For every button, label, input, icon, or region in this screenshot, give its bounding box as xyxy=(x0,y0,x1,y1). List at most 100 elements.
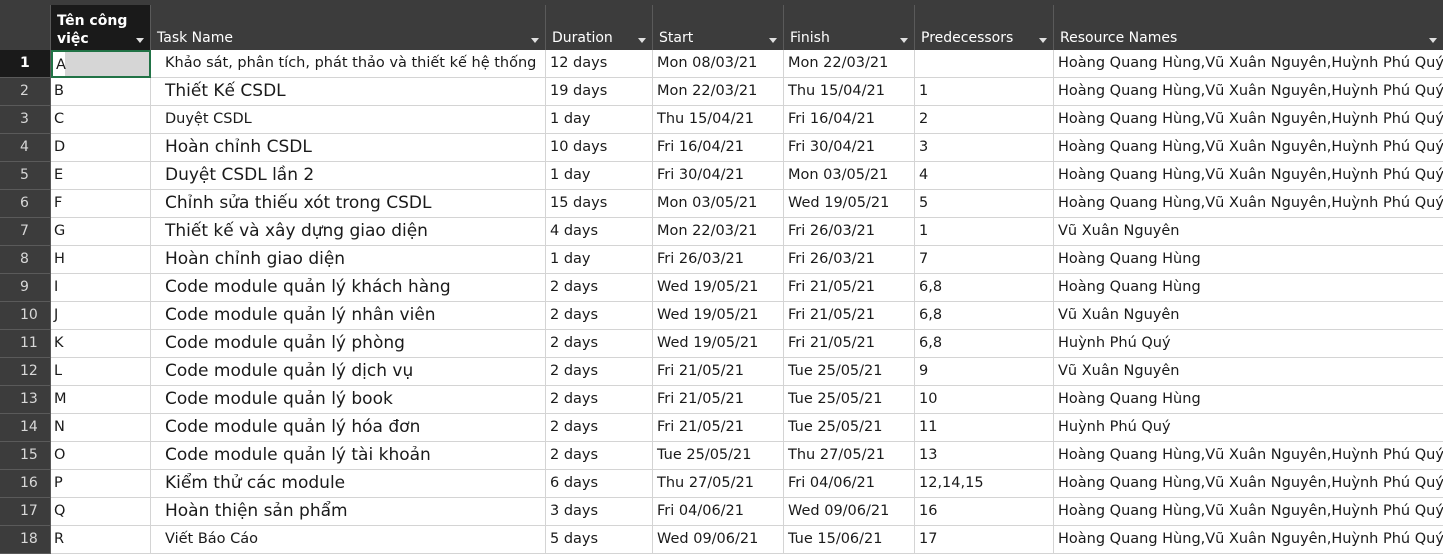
select-all-corner[interactable] xyxy=(0,5,51,50)
cell-finish[interactable]: Fri 21/05/21 xyxy=(784,274,915,302)
table-row[interactable]: 1 A Khảo sát, phân tích, phát thảo và thiế… xyxy=(0,50,1443,78)
row-number[interactable]: 16 xyxy=(0,470,51,498)
cell-task-name[interactable]: Duyệt CSDL xyxy=(151,106,546,134)
cell-predecessors[interactable]: 11 xyxy=(915,414,1054,442)
cell-code[interactable]: I xyxy=(51,274,151,302)
cell-duration[interactable]: 2 days xyxy=(546,386,653,414)
cell-duration[interactable]: 2 days xyxy=(546,274,653,302)
cell-finish[interactable]: Wed 19/05/21 xyxy=(784,190,915,218)
cell-predecessors[interactable]: 9 xyxy=(915,358,1054,386)
cell-code[interactable]: D xyxy=(51,134,151,162)
cell-start[interactable]: Thu 27/05/21 xyxy=(653,470,784,498)
filter-dropdown-icon[interactable] xyxy=(531,38,539,43)
cell-predecessors[interactable]: 6,8 xyxy=(915,330,1054,358)
cell-resource-names[interactable]: Huỳnh Phú Quý xyxy=(1054,414,1443,442)
cell-resource-names[interactable]: Hoàng Quang Hùng,Vũ Xuân Nguyên,Huỳnh Ph… xyxy=(1054,50,1443,78)
cell-finish[interactable]: Fri 21/05/21 xyxy=(784,302,915,330)
cell-finish[interactable]: Fri 30/04/21 xyxy=(784,134,915,162)
cell-resource-names[interactable]: Hoàng Quang Hùng xyxy=(1054,386,1443,414)
row-number[interactable]: 12 xyxy=(0,358,51,386)
cell-code[interactable]: J xyxy=(51,302,151,330)
cell-duration[interactable]: 1 day xyxy=(546,106,653,134)
cell-resource-names[interactable]: Hoàng Quang Hùng,Vũ Xuân Nguyên,Huỳnh Ph… xyxy=(1054,442,1443,470)
row-number[interactable]: 17 xyxy=(0,498,51,526)
cell-predecessors[interactable]: 3 xyxy=(915,134,1054,162)
cell-predecessors[interactable]: 1 xyxy=(915,218,1054,246)
cell-duration[interactable]: 5 days xyxy=(546,526,653,554)
cell-resource-names[interactable]: Hoàng Quang Hùng,Vũ Xuân Nguyên,Huỳnh Ph… xyxy=(1054,134,1443,162)
cell-start[interactable]: Tue 25/05/21 xyxy=(653,442,784,470)
cell-task-name[interactable]: Hoàn chỉnh giao diện xyxy=(151,246,546,274)
cell-task-name[interactable]: Code module quản lý phòng xyxy=(151,330,546,358)
table-row[interactable]: 18 R Viết Báo Cáo 5 days Wed 09/06/21 Tue 15/… xyxy=(0,526,1443,554)
cell-predecessors[interactable]: 13 xyxy=(915,442,1054,470)
cell-code[interactable]: L xyxy=(51,358,151,386)
row-number[interactable]: 2 xyxy=(0,78,51,106)
cell-resource-names[interactable]: Hoàng Quang Hùng,Vũ Xuân Nguyên,Huỳnh Ph… xyxy=(1054,498,1443,526)
cell-resource-names[interactable]: Hoàng Quang Hùng,Vũ Xuân Nguyên,Huỳnh Ph… xyxy=(1054,190,1443,218)
table-row[interactable]: 8 H Hoàn chỉnh giao diện 1 day Fri 26/03/21 F… xyxy=(0,246,1443,274)
cell-predecessors[interactable]: 16 xyxy=(915,498,1054,526)
table-row[interactable]: 17 Q Hoàn thiện sản phẩm 3 days Fri 04/06/21… xyxy=(0,498,1443,526)
cell-task-name[interactable]: Khảo sát, phân tích, phát thảo và thiết … xyxy=(151,50,546,78)
cell-predecessors[interactable]: 12,14,15 xyxy=(915,470,1054,498)
row-number[interactable]: 11 xyxy=(0,330,51,358)
cell-code[interactable]: A xyxy=(51,50,151,78)
cell-finish[interactable]: Fri 26/03/21 xyxy=(784,218,915,246)
cell-start[interactable]: Fri 21/05/21 xyxy=(653,358,784,386)
cell-task-name[interactable]: Hoàn thiện sản phẩm xyxy=(151,498,546,526)
cell-task-name[interactable]: Duyệt CSDL lần 2 xyxy=(151,162,546,190)
cell-duration[interactable]: 1 day xyxy=(546,246,653,274)
cell-code[interactable]: G xyxy=(51,218,151,246)
cell-task-name[interactable]: Code module quản lý dịch vụ xyxy=(151,358,546,386)
cell-duration[interactable]: 19 days xyxy=(546,78,653,106)
filter-dropdown-icon[interactable] xyxy=(769,38,777,43)
cell-duration[interactable]: 2 days xyxy=(546,302,653,330)
cell-code[interactable]: B xyxy=(51,78,151,106)
cell-start[interactable]: Mon 03/05/21 xyxy=(653,190,784,218)
cell-start[interactable]: Fri 26/03/21 xyxy=(653,246,784,274)
cell-duration[interactable]: 6 days xyxy=(546,470,653,498)
header-code[interactable]: Tên công việc xyxy=(51,5,151,50)
cell-predecessors[interactable]: 10 xyxy=(915,386,1054,414)
table-row[interactable]: 4 D Hoàn chỉnh CSDL 10 days Fri 16/04/21 Fri … xyxy=(0,134,1443,162)
cell-resource-names[interactable]: Hoàng Quang Hùng,Vũ Xuân Nguyên,Huỳnh Ph… xyxy=(1054,162,1443,190)
cell-resource-names[interactable]: Huỳnh Phú Quý xyxy=(1054,330,1443,358)
cell-task-name[interactable]: Viết Báo Cáo xyxy=(151,526,546,554)
cell-task-name[interactable]: Code module quản lý nhân viên xyxy=(151,302,546,330)
row-number[interactable]: 14 xyxy=(0,414,51,442)
cell-code[interactable]: O xyxy=(51,442,151,470)
cell-duration[interactable]: 10 days xyxy=(546,134,653,162)
cell-start[interactable]: Wed 09/06/21 xyxy=(653,526,784,554)
cell-duration[interactable]: 2 days xyxy=(546,442,653,470)
table-row[interactable]: 11 K Code module quản lý phòng 2 days Wed 19… xyxy=(0,330,1443,358)
cell-code[interactable]: P xyxy=(51,470,151,498)
cell-predecessors[interactable]: 5 xyxy=(915,190,1054,218)
cell-finish[interactable]: Mon 03/05/21 xyxy=(784,162,915,190)
row-number[interactable]: 3 xyxy=(0,106,51,134)
cell-task-name[interactable]: Code module quản lý hóa đơn xyxy=(151,414,546,442)
cell-duration[interactable]: 1 day xyxy=(546,162,653,190)
cell-finish[interactable]: Fri 16/04/21 xyxy=(784,106,915,134)
cell-duration[interactable]: 15 days xyxy=(546,190,653,218)
header-start[interactable]: Start xyxy=(653,5,784,50)
cell-task-name[interactable]: Code module quản lý book xyxy=(151,386,546,414)
cell-code[interactable]: M xyxy=(51,386,151,414)
cell-predecessors[interactable]: 17 xyxy=(915,526,1054,554)
cell-start[interactable]: Fri 21/05/21 xyxy=(653,414,784,442)
cell-predecessors[interactable]: 2 xyxy=(915,106,1054,134)
cell-finish[interactable]: Tue 25/05/21 xyxy=(784,386,915,414)
cell-task-name[interactable]: Hoàn chỉnh CSDL xyxy=(151,134,546,162)
cell-task-name[interactable]: Kiểm thử các module xyxy=(151,470,546,498)
table-row[interactable]: 3 C Duyệt CSDL 1 day Thu 15/04/21 Fri 16/04/2… xyxy=(0,106,1443,134)
cell-start[interactable]: Mon 22/03/21 xyxy=(653,218,784,246)
cell-resource-names[interactable]: Vũ Xuân Nguyên xyxy=(1054,218,1443,246)
cell-task-name[interactable]: Thiết Kế CSDL xyxy=(151,78,546,106)
cell-predecessors[interactable]: 4 xyxy=(915,162,1054,190)
cell-start[interactable]: Wed 19/05/21 xyxy=(653,302,784,330)
cell-predecessors[interactable]: 1 xyxy=(915,78,1054,106)
cell-task-name[interactable]: Code module quản lý tài khoản xyxy=(151,442,546,470)
cell-duration[interactable]: 2 days xyxy=(546,358,653,386)
cell-code[interactable]: K xyxy=(51,330,151,358)
cell-finish[interactable]: Fri 04/06/21 xyxy=(784,470,915,498)
